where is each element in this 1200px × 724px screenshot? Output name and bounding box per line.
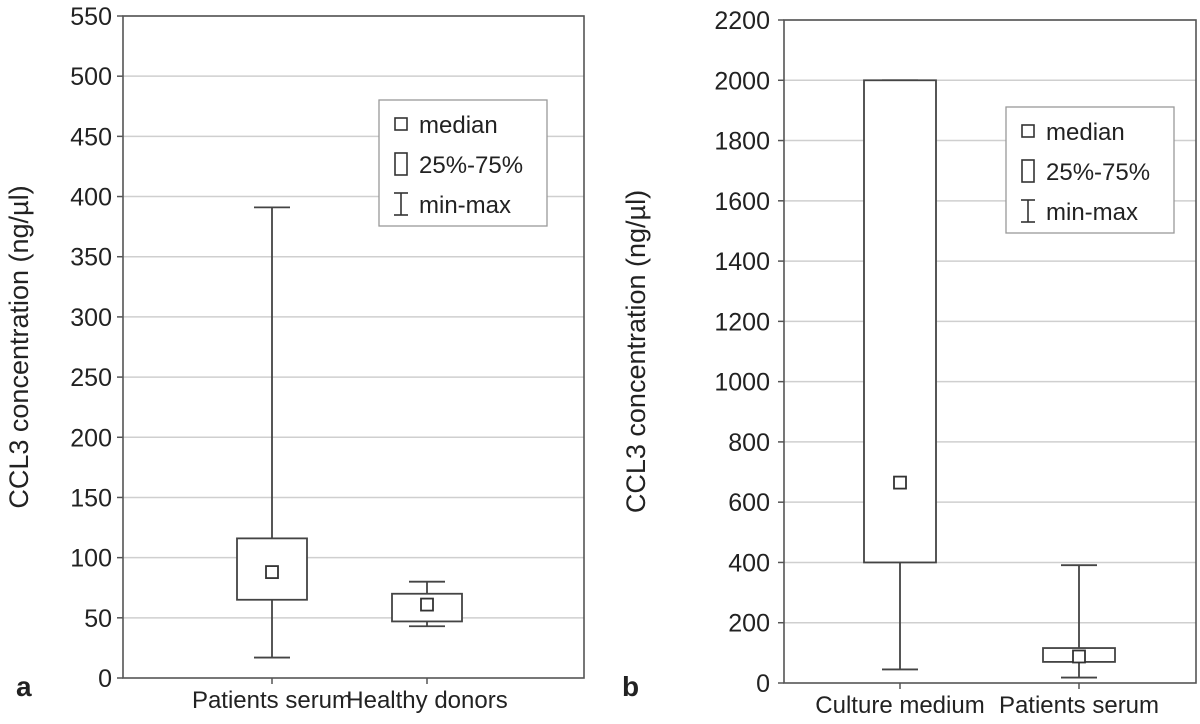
x-tick-label: Patients serum <box>192 687 352 714</box>
y-tick-label: 500 <box>70 63 112 91</box>
legend-median-symbol <box>1021 124 1035 138</box>
legend-box-symbol <box>1021 159 1035 183</box>
x-tick-label: Culture medium <box>815 692 984 719</box>
chart-panel-a: 0 50 100 150 200 250 300 350 400 450 500 550 Patient… <box>4 3 585 714</box>
y-tick-label: 200 <box>70 424 112 452</box>
x-tick-label: Healthy donors <box>346 687 507 714</box>
y-tick-label: 100 <box>70 545 112 573</box>
y-tick-label: 200 <box>728 610 770 638</box>
legend-box-symbol <box>394 152 408 176</box>
y-tick-label: 550 <box>70 3 112 31</box>
y-tick-label: 800 <box>728 429 770 457</box>
median-marker <box>420 597 434 612</box>
y-tick-label: 400 <box>70 184 112 212</box>
median-marker <box>265 565 279 579</box>
y-tick-label: 50 <box>84 605 112 633</box>
y-tick-label: 2000 <box>714 67 770 95</box>
iqr-box <box>863 79 937 564</box>
y-tick-label: 300 <box>70 304 112 332</box>
y-tick-label: 150 <box>70 484 112 512</box>
y-tick-label: 1400 <box>714 248 770 276</box>
legend-entry-label: 25%-75% <box>1046 159 1150 186</box>
y-tick-label: 350 <box>70 244 112 272</box>
chart-panel-b: 0 200 400 600 800 1000 1200 1400 1600 1800 2000 220… <box>621 7 1197 719</box>
panel-label: a <box>16 671 32 702</box>
y-tick-label: 600 <box>728 489 770 517</box>
y-tick-label: 1800 <box>714 128 770 156</box>
y-axis-label: CCL3 concentration (ng/µl) <box>4 185 34 508</box>
y-tick-label: 250 <box>70 364 112 392</box>
median-marker <box>893 475 907 490</box>
median-marker <box>1072 649 1086 664</box>
legend-entry-label: min-max <box>419 192 511 219</box>
y-axis-label: CCL3 concentration (ng/µl) <box>621 190 651 513</box>
iqr-box <box>236 537 308 601</box>
y-tick-label: 1000 <box>714 369 770 397</box>
legend-entry-label: median <box>419 112 498 139</box>
panel-label: b <box>622 671 639 702</box>
legend-entry-label: min-max <box>1046 199 1138 226</box>
y-tick-label: 1200 <box>714 308 770 336</box>
y-tick-label: 400 <box>728 549 770 577</box>
y-tick-label: 450 <box>70 123 112 151</box>
plot-frame <box>122 15 585 679</box>
legend-entry-label: 25%-75% <box>419 152 523 179</box>
y-tick-label: 0 <box>98 665 112 693</box>
y-tick-label: 2200 <box>714 7 770 35</box>
y-tick-label: 0 <box>756 670 770 698</box>
x-tick-label: Patients serum <box>999 692 1159 719</box>
plot-frame <box>783 19 1197 684</box>
legend-median-symbol <box>394 117 408 131</box>
legend-entry-label: median <box>1046 119 1125 146</box>
y-tick-label: 1600 <box>714 188 770 216</box>
